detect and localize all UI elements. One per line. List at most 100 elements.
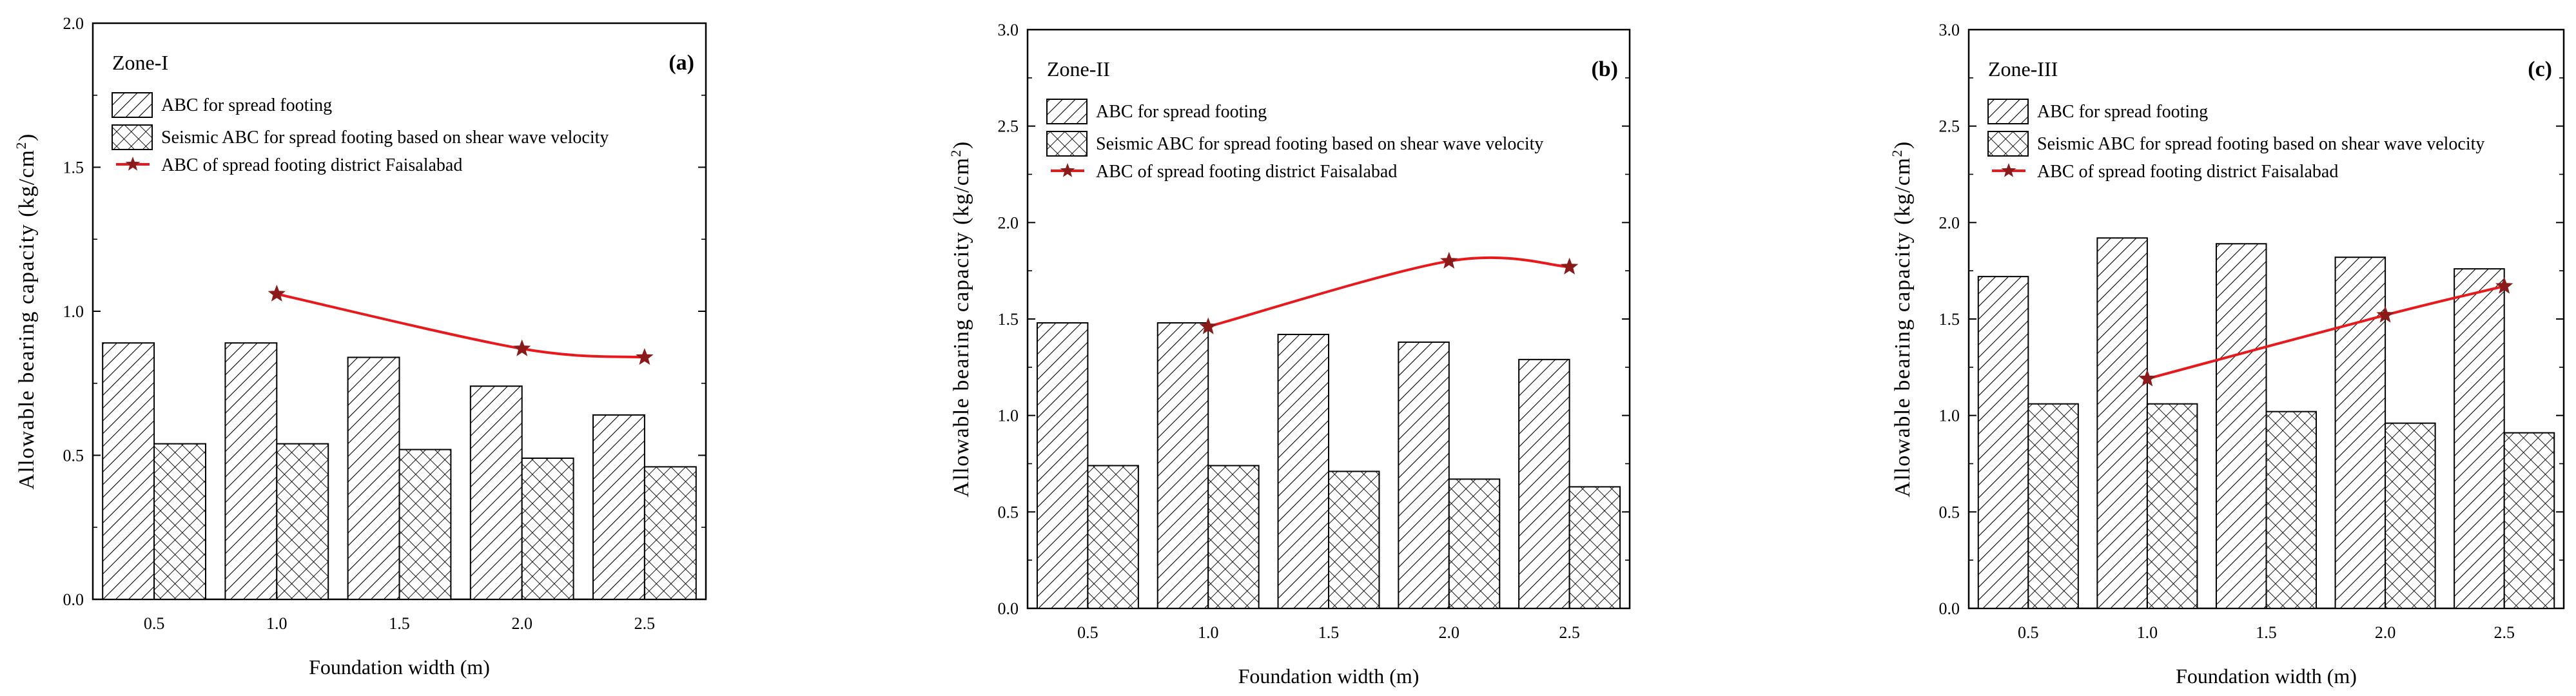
legend-star-icon: [125, 157, 141, 171]
bar-seismic-abc: [153, 443, 206, 600]
x-tick-label: 0.5: [144, 614, 165, 633]
bar-abc-spread-footing: [2454, 268, 2505, 609]
legend-label-abc: ABC for spread footing: [2037, 102, 2208, 122]
panel-label: (b): [1591, 57, 1618, 81]
bar-abc-spread-footing: [1398, 341, 1450, 609]
y-axis-label-sup: 2: [948, 149, 964, 157]
legend-swatch-seismic: [112, 124, 153, 150]
faisalabad-line: [276, 293, 645, 359]
bar-seismic-abc: [398, 449, 452, 600]
y-tick-label: 1.0: [1939, 407, 1960, 425]
bar-seismic-abc: [2265, 411, 2317, 609]
bar-seismic-abc: [521, 457, 574, 600]
panel-label: (a): [668, 51, 694, 75]
y-axis-label-main: Allowable bearing capacity (kg/cm: [15, 150, 39, 490]
legend-swatch-abc: [112, 92, 153, 118]
y-axis-label: Allowable bearing capacity (kg/cm2): [1889, 140, 1915, 497]
legend-label-seismic: Seismic ABC for spread footing based on …: [1096, 134, 1543, 154]
x-tick-label: 2.5: [634, 614, 656, 633]
legend-label-seismic: Seismic ABC for spread footing based on …: [161, 128, 609, 148]
y-tick-label: 2.0: [998, 213, 1019, 232]
zone-title: Zone-II: [1047, 57, 1110, 81]
y-axis-label-end: ): [15, 133, 39, 141]
y-axis-label: Allowable bearing capacity (kg/cm2): [948, 140, 973, 497]
chart-panel-3: 0.0 0.5 1.0 1.5 2.0 2.5 3.0 0.5 1.0 1.5 2.0 2.5 Zone…: [1889, 21, 2565, 688]
x-tick-label: 0.5: [1077, 623, 1098, 642]
x-tick-label: 2.5: [2493, 623, 2515, 642]
legend-label-seismic: Seismic ABC for spread footing based on …: [2037, 134, 2484, 154]
bar-abc-spread-footing: [1518, 358, 1570, 609]
bar-seismic-abc: [276, 443, 329, 600]
bar-seismic-abc: [2503, 432, 2555, 610]
x-tick-label: 1.5: [389, 614, 410, 633]
faisalabad-point: [512, 339, 531, 356]
faisalabad-point: [2376, 305, 2394, 323]
faisalabad-point: [636, 348, 654, 365]
bar-abc-spread-footing: [224, 342, 278, 600]
faisalabad-line: [2147, 285, 2505, 380]
x-axis-label: Foundation width (m): [309, 655, 490, 679]
bar-abc-spread-footing: [347, 356, 400, 601]
faisalabad-point: [2138, 369, 2156, 387]
bar-seismic-abc: [1568, 486, 1621, 609]
bar-abc-spread-footing: [2215, 243, 2267, 609]
x-tick-label: 2.0: [511, 614, 532, 633]
legend-star-icon: [2001, 163, 2016, 177]
faisalabad-line: [1207, 256, 1570, 328]
bar-seismic-abc: [1328, 470, 1380, 609]
legend-swatch-abc: [1046, 99, 1088, 124]
y-axis-label-end: ): [1891, 140, 1915, 149]
y-tick-label: 3.0: [998, 21, 1019, 39]
y-tick-label: 1.5: [1939, 310, 1960, 329]
y-tick-label: 2.5: [1939, 117, 1960, 136]
y-tick-label: 3.0: [1939, 21, 1960, 39]
chart-panel-1: 0.0 0.5 1.0 1.5 2.0 0.5 1.0 1.5 2.0 2.5 Zone-I (a) A…: [13, 14, 707, 679]
faisalabad-point: [2495, 276, 2513, 294]
x-tick-label: 1.5: [2256, 623, 2277, 642]
y-tick-label: 0.5: [1939, 503, 1960, 521]
y-axis-label-sup: 2: [1889, 149, 1905, 157]
panel-label: (c): [2528, 57, 2552, 81]
bar-abc-spread-footing: [2096, 237, 2148, 609]
legend-swatch-seismic: [1987, 131, 2029, 157]
bar-abc-spread-footing: [1036, 322, 1089, 609]
x-tick-label: 1.0: [2137, 623, 2158, 642]
y-axis-label-main: Allowable bearing capacity (kg/cm: [1891, 157, 1915, 498]
faisalabad-point: [268, 284, 286, 302]
bar-abc-spread-footing: [1977, 276, 2029, 609]
y-tick-label: 2.0: [1939, 213, 1960, 232]
y-tick-label: 0.0: [1939, 599, 1960, 618]
bar-seismic-abc: [643, 466, 697, 600]
y-tick-label: 2.0: [63, 14, 84, 33]
bar-abc-spread-footing: [1156, 322, 1209, 609]
bar-abc-spread-footing: [102, 342, 155, 600]
faisalabad-point: [1440, 251, 1458, 269]
x-tick-label: 0.5: [2018, 623, 2039, 642]
bar-seismic-abc: [2027, 403, 2079, 609]
bar-abc-spread-footing: [592, 414, 645, 600]
legend-swatch-seismic: [1046, 131, 1088, 157]
bar-seismic-abc: [1207, 465, 1260, 610]
chart-panel-2: 0.0 0.5 1.0 1.5 2.0 2.5 3.0 0.5 1.0 1.5 2.0 2.5 Zone…: [948, 21, 1631, 688]
y-tick-label: 1.0: [998, 407, 1019, 425]
y-tick-label: 0.0: [998, 599, 1019, 618]
legend-star-icon: [1060, 163, 1075, 177]
y-axis-label-sup: 2: [13, 141, 29, 150]
y-axis-label-main: Allowable bearing capacity (kg/cm: [950, 157, 973, 498]
legend-label-faisalabad: ABC of spread footing district Faisalaba…: [1096, 162, 1397, 182]
y-tick-label: 1.5: [998, 310, 1019, 329]
x-axis-label: Foundation width (m): [1238, 664, 1420, 688]
legend-swatch-abc: [1987, 99, 2029, 124]
faisalabad-point: [1199, 317, 1217, 334]
bar-seismic-abc: [2146, 403, 2198, 609]
legend-label-abc: ABC for spread footing: [1096, 102, 1267, 122]
legend-label-abc: ABC for spread footing: [161, 95, 332, 115]
bar-seismic-abc: [1448, 478, 1501, 609]
x-tick-label: 1.0: [1198, 623, 1219, 642]
y-axis-label: Allowable bearing capacity (kg/cm2): [13, 133, 39, 489]
x-tick-label: 1.0: [266, 614, 288, 633]
x-tick-label: 1.5: [1318, 623, 1340, 642]
y-tick-label: 1.5: [63, 159, 84, 177]
bar-seismic-abc: [2385, 422, 2436, 609]
